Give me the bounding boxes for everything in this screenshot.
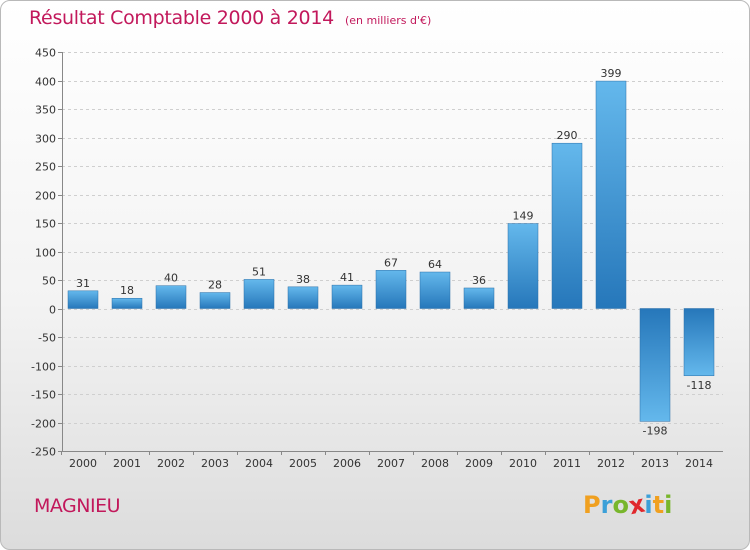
data-label-2014: -118 bbox=[687, 379, 712, 392]
bar-2010 bbox=[507, 223, 539, 309]
bar-2008 bbox=[419, 271, 451, 309]
bar-2007 bbox=[375, 270, 407, 309]
y-tick-label: 250 bbox=[35, 161, 56, 174]
y-tick-label: -50 bbox=[38, 332, 56, 345]
bar-2014 bbox=[683, 308, 715, 377]
data-label-2011: 290 bbox=[557, 129, 578, 142]
axis-layer: 450 400 350 300 250 200 150 100 50 0 -50 -100 -150 -2… bbox=[31, 47, 723, 470]
x-tick-label-2000: 2000 bbox=[69, 457, 97, 470]
bar-2009 bbox=[463, 287, 495, 309]
data-label-2006: 41 bbox=[340, 271, 354, 284]
y-tick-label: 100 bbox=[35, 247, 56, 260]
logo-letter: P bbox=[583, 491, 601, 519]
data-label-2013: -198 bbox=[643, 424, 668, 437]
bar-2013 bbox=[639, 308, 671, 422]
x-tick-label-2004: 2004 bbox=[245, 457, 273, 470]
y-tick-label: 350 bbox=[35, 104, 56, 117]
data-label-2003: 28 bbox=[208, 279, 222, 292]
data-label-2002: 40 bbox=[164, 272, 178, 285]
x-tick-label-2014: 2014 bbox=[685, 457, 713, 470]
data-label-2001: 18 bbox=[120, 284, 134, 297]
bar-2000 bbox=[67, 290, 99, 309]
bar-2005 bbox=[287, 286, 319, 309]
y-tick-label: 50 bbox=[42, 275, 56, 288]
x-tick-label-2010: 2010 bbox=[509, 457, 537, 470]
logo-letter: o bbox=[612, 491, 629, 519]
x-tick-label-2013: 2013 bbox=[641, 457, 669, 470]
chart-subtitle: (en milliers d'€) bbox=[344, 14, 432, 27]
y-tick-label: 400 bbox=[35, 76, 56, 89]
x-tick-label-2003: 2003 bbox=[201, 457, 229, 470]
data-label-2012: 399 bbox=[601, 67, 622, 80]
y-tick-label: 0 bbox=[49, 304, 56, 317]
logo-letter: t bbox=[652, 491, 665, 519]
bar-2001 bbox=[111, 297, 143, 309]
chart-title: Résultat Comptable 2000 à 2014 bbox=[29, 7, 334, 29]
y-tick-label: -150 bbox=[31, 389, 56, 402]
y-tick-label: 450 bbox=[35, 47, 56, 60]
y-tick-label: 150 bbox=[35, 218, 56, 231]
y-tick-label: 200 bbox=[35, 190, 56, 203]
x-tick-label-2006: 2006 bbox=[333, 457, 361, 470]
x-tick-label-2012: 2012 bbox=[597, 457, 625, 470]
x-tick-label-2011: 2011 bbox=[553, 457, 581, 470]
bar-2003 bbox=[199, 292, 231, 309]
bar-layer bbox=[67, 80, 715, 422]
x-tick-label-2009: 2009 bbox=[465, 457, 493, 470]
data-label-2007: 67 bbox=[384, 256, 398, 269]
y-tick-label: -100 bbox=[31, 361, 56, 374]
data-label-2009: 36 bbox=[472, 274, 486, 287]
proxiti-logo[interactable]: Proxiti bbox=[583, 490, 673, 521]
data-label-2005: 38 bbox=[296, 273, 310, 286]
data-label-2010: 149 bbox=[513, 210, 534, 223]
title-row: Résultat Comptable 2000 à 2014 (en milli… bbox=[29, 7, 431, 29]
bar-2012 bbox=[595, 80, 627, 309]
bar-2011 bbox=[551, 142, 583, 309]
logo-letter: i bbox=[664, 491, 673, 519]
logo-letter: r bbox=[600, 491, 613, 519]
data-label-2008: 64 bbox=[428, 258, 442, 271]
x-tick-label-2002: 2002 bbox=[157, 457, 185, 470]
x-tick-label-2001: 2001 bbox=[113, 457, 141, 470]
bar-2004 bbox=[243, 279, 275, 309]
place-name: MAGNIEU bbox=[34, 495, 121, 517]
data-label-2004: 51 bbox=[252, 265, 266, 278]
bar-2006 bbox=[331, 284, 363, 309]
label-layer: 31 18 40 28 51 38 41 67 64 36 149 290 399 -198 -118 bbox=[76, 67, 711, 437]
x-tick-label-2007: 2007 bbox=[377, 457, 405, 470]
x-tick-label-2005: 2005 bbox=[289, 457, 317, 470]
x-tick-label-2008: 2008 bbox=[421, 457, 449, 470]
data-label-2000: 31 bbox=[76, 277, 90, 290]
y-tick-label: 300 bbox=[35, 133, 56, 146]
logo-letter: i bbox=[644, 491, 653, 519]
y-tick-label: -250 bbox=[31, 446, 56, 459]
y-tick-label: -200 bbox=[31, 418, 56, 431]
bar-2002 bbox=[155, 285, 187, 309]
